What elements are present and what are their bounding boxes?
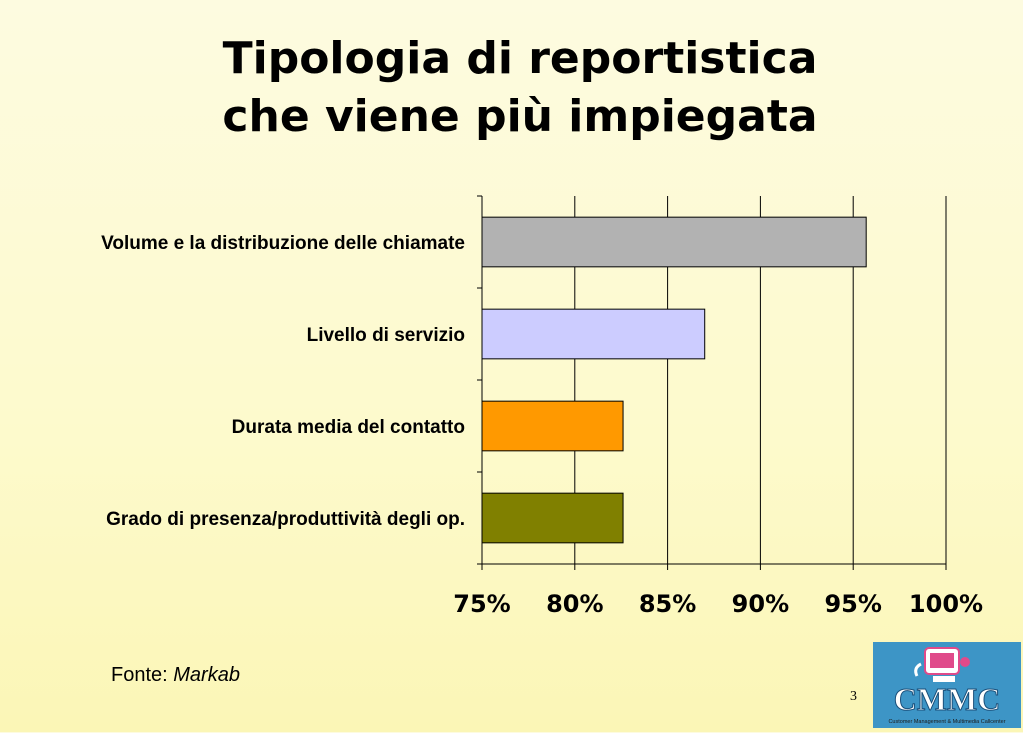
bar-chart: Volume e la distribuzione delle chiamate… [101,195,983,618]
x-tick-label: 90% [732,590,789,618]
slide-title: Tipologia di reportistica che viene più … [0,30,1023,146]
bar [481,216,867,268]
x-tick-label: 100% [909,590,983,618]
x-tick-label: 95% [824,590,881,618]
category-label: Grado di presenza/produttività degli op. [106,509,465,530]
title-line-2: che viene più impiegata [222,91,818,142]
page-number: 3 [850,689,857,704]
bar [481,308,706,360]
logo-subtitle: Customer Management & Multimedia Callcen… [888,719,1005,725]
logo-text: CMMC [894,681,1001,717]
category-label: Livello di servizio [307,325,465,346]
bar [481,400,624,452]
cmmc-logo: CMMC Customer Management & Multimedia Ca… [873,642,1021,728]
source-name: Markab [173,664,240,686]
x-tick-label: 80% [546,590,603,618]
source-note: Fonte: Markab [111,664,240,687]
x-tick-label: 75% [453,590,510,618]
source-label: Fonte: [111,664,168,686]
logo-graphic: CMMC Customer Management & Multimedia Ca… [888,647,1006,725]
title-line-1: Tipologia di reportistica [222,33,818,84]
category-label: Volume e la distribuzione delle chiamate [101,233,465,254]
x-tick-label: 85% [639,590,696,618]
bar [481,492,624,544]
category-label: Durata media del contatto [232,417,465,438]
